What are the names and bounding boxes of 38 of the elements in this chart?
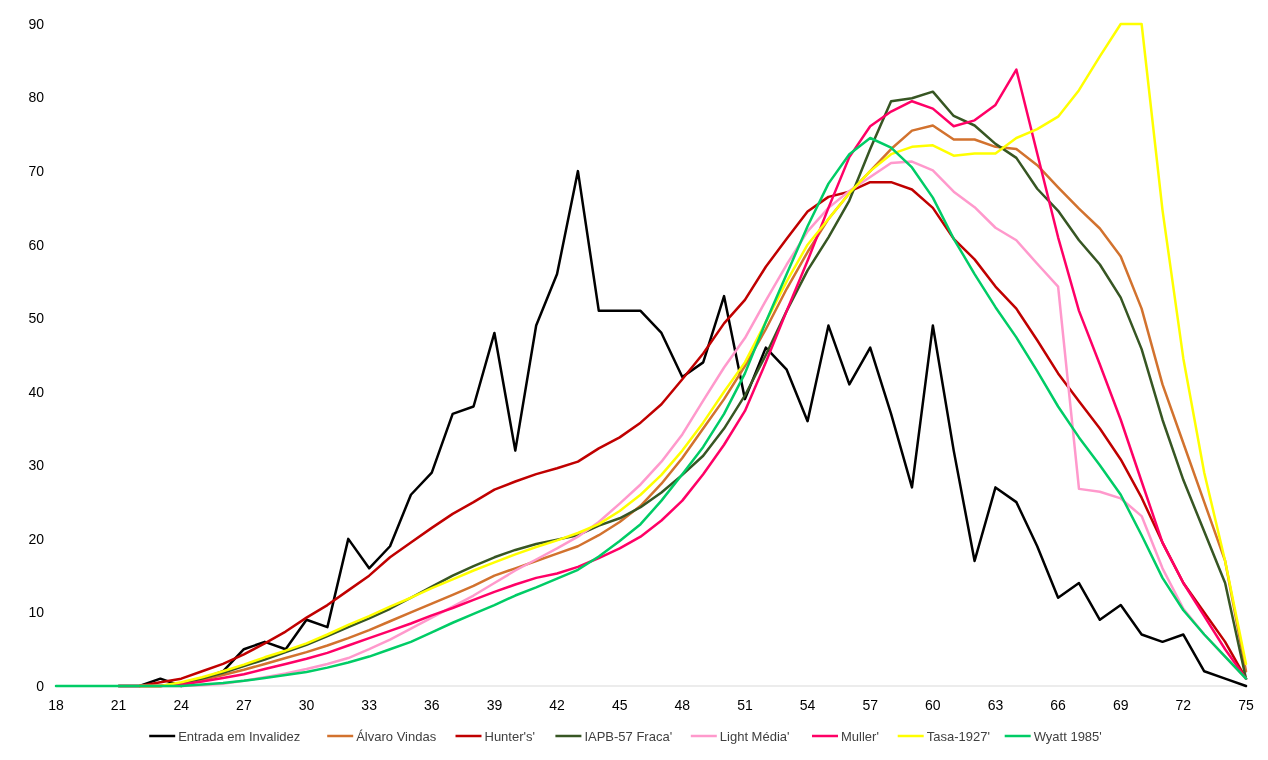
x-tick-label: 36 (424, 697, 440, 713)
legend-label: Tasa-1927' (926, 728, 990, 744)
y-tick-label: 30 (28, 457, 45, 474)
legend-label: Light Média' (719, 728, 790, 744)
legend-label: Wyatt 1985' (1033, 728, 1102, 744)
x-tick-label: 33 (361, 697, 378, 713)
x-tick-label: 30 (298, 697, 315, 713)
x-tick-label: 63 (987, 697, 1004, 713)
x-tick-label: 54 (799, 697, 816, 713)
y-tick-label: 40 (28, 383, 45, 400)
x-tick-label: 21 (110, 697, 127, 713)
x-tick-label: 66 (1050, 697, 1067, 713)
x-tick-label: 57 (862, 697, 879, 713)
x-tick-label: 51 (737, 697, 753, 713)
y-tick-label: 0 (36, 677, 45, 694)
x-tick-label: 18 (48, 697, 64, 713)
x-tick-label: 69 (1112, 697, 1129, 713)
x-tick-label: 24 (173, 697, 190, 713)
x-tick-label: 27 (236, 697, 252, 713)
y-tick-label: 20 (28, 530, 45, 547)
x-tick-label: 60 (925, 697, 941, 713)
y-tick-label: 80 (28, 89, 45, 106)
legend-label: Muller' (841, 728, 879, 744)
x-tick-label: 45 (611, 697, 628, 713)
x-tick-label: 42 (549, 697, 566, 713)
legend-label: Álvaro Vindas (356, 728, 437, 744)
y-tick-label: 60 (28, 236, 45, 253)
y-tick-label: 90 (28, 15, 45, 32)
legend-label: IAPB-57 Fraca' (584, 728, 673, 744)
y-tick-label: 10 (28, 604, 45, 621)
y-tick-label: 70 (28, 163, 45, 180)
x-tick-label: 48 (674, 697, 691, 713)
x-tick-label: 39 (486, 697, 503, 713)
x-tick-label: 75 (1238, 697, 1254, 713)
legend-label: Entrada em Invalidez (178, 728, 301, 744)
x-tick-label: 72 (1175, 697, 1192, 713)
y-tick-label: 50 (28, 310, 45, 327)
legend-label: Hunter's' (484, 728, 535, 744)
